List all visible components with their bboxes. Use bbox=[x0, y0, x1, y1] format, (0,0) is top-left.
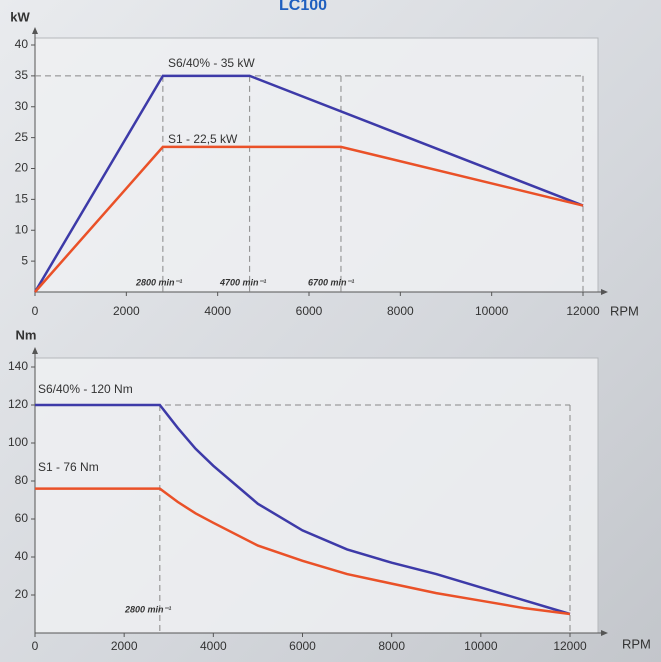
y-tick-label: 30 bbox=[15, 99, 29, 113]
y-tick-label: 10 bbox=[15, 222, 29, 236]
y-tick-label: 25 bbox=[15, 130, 29, 144]
y-tick-label: 20 bbox=[15, 161, 29, 175]
x-tick-label: 12000 bbox=[566, 304, 600, 318]
annotation: S6/40% - 35 kW bbox=[168, 56, 255, 70]
y-tick-label: 15 bbox=[15, 192, 29, 206]
annotation: 2800 min⁻¹ bbox=[135, 277, 182, 287]
x-tick-label: 10000 bbox=[475, 304, 509, 318]
y-tick-label: 100 bbox=[8, 435, 28, 449]
x-tick-label: 6000 bbox=[289, 639, 316, 653]
x-tick-label: 0 bbox=[32, 304, 39, 318]
annotation: S6/40% - 120 Nm bbox=[38, 382, 133, 396]
annotation: S1 - 22,5 kW bbox=[168, 132, 238, 146]
x-axis-label: RPM bbox=[622, 636, 651, 651]
y-tick-label: 40 bbox=[15, 549, 29, 563]
x-tick-label: 0 bbox=[32, 639, 39, 653]
y-tick-label: 60 bbox=[15, 511, 29, 525]
annotation: S1 - 76 Nm bbox=[38, 460, 99, 474]
y-tick-label: 140 bbox=[8, 359, 28, 373]
chart-title: LC100 bbox=[279, 0, 327, 14]
y-tick-label: 5 bbox=[21, 253, 28, 267]
x-tick-label: 4000 bbox=[204, 304, 231, 318]
annotation: 4700 min⁻¹ bbox=[219, 277, 266, 287]
y-tick-label: 20 bbox=[15, 587, 29, 601]
x-tick-label: 10000 bbox=[464, 639, 498, 653]
y-axis-label: Nm bbox=[16, 327, 37, 342]
y-tick-label: 80 bbox=[15, 473, 29, 487]
x-tick-label: 2000 bbox=[113, 304, 140, 318]
y-tick-label: 40 bbox=[15, 37, 29, 51]
y-axis-label: kW bbox=[10, 9, 30, 24]
x-axis-label: RPM bbox=[610, 303, 639, 318]
x-tick-label: 4000 bbox=[200, 639, 227, 653]
annotation: 2800 min⁻¹ bbox=[124, 604, 171, 614]
annotation: 6700 min⁻¹ bbox=[308, 277, 354, 287]
x-tick-label: 6000 bbox=[296, 304, 323, 318]
y-tick-label: 35 bbox=[15, 68, 29, 82]
x-tick-label: 8000 bbox=[378, 639, 405, 653]
x-tick-label: 12000 bbox=[553, 639, 587, 653]
y-tick-label: 120 bbox=[8, 397, 28, 411]
x-tick-label: 2000 bbox=[111, 639, 138, 653]
chart: LC100 5 10 15 20 25 30 35 40 0 2000 4000 6000 8000 10… bbox=[0, 0, 661, 662]
x-tick-label: 8000 bbox=[387, 304, 414, 318]
plot-panel bbox=[35, 358, 598, 633]
